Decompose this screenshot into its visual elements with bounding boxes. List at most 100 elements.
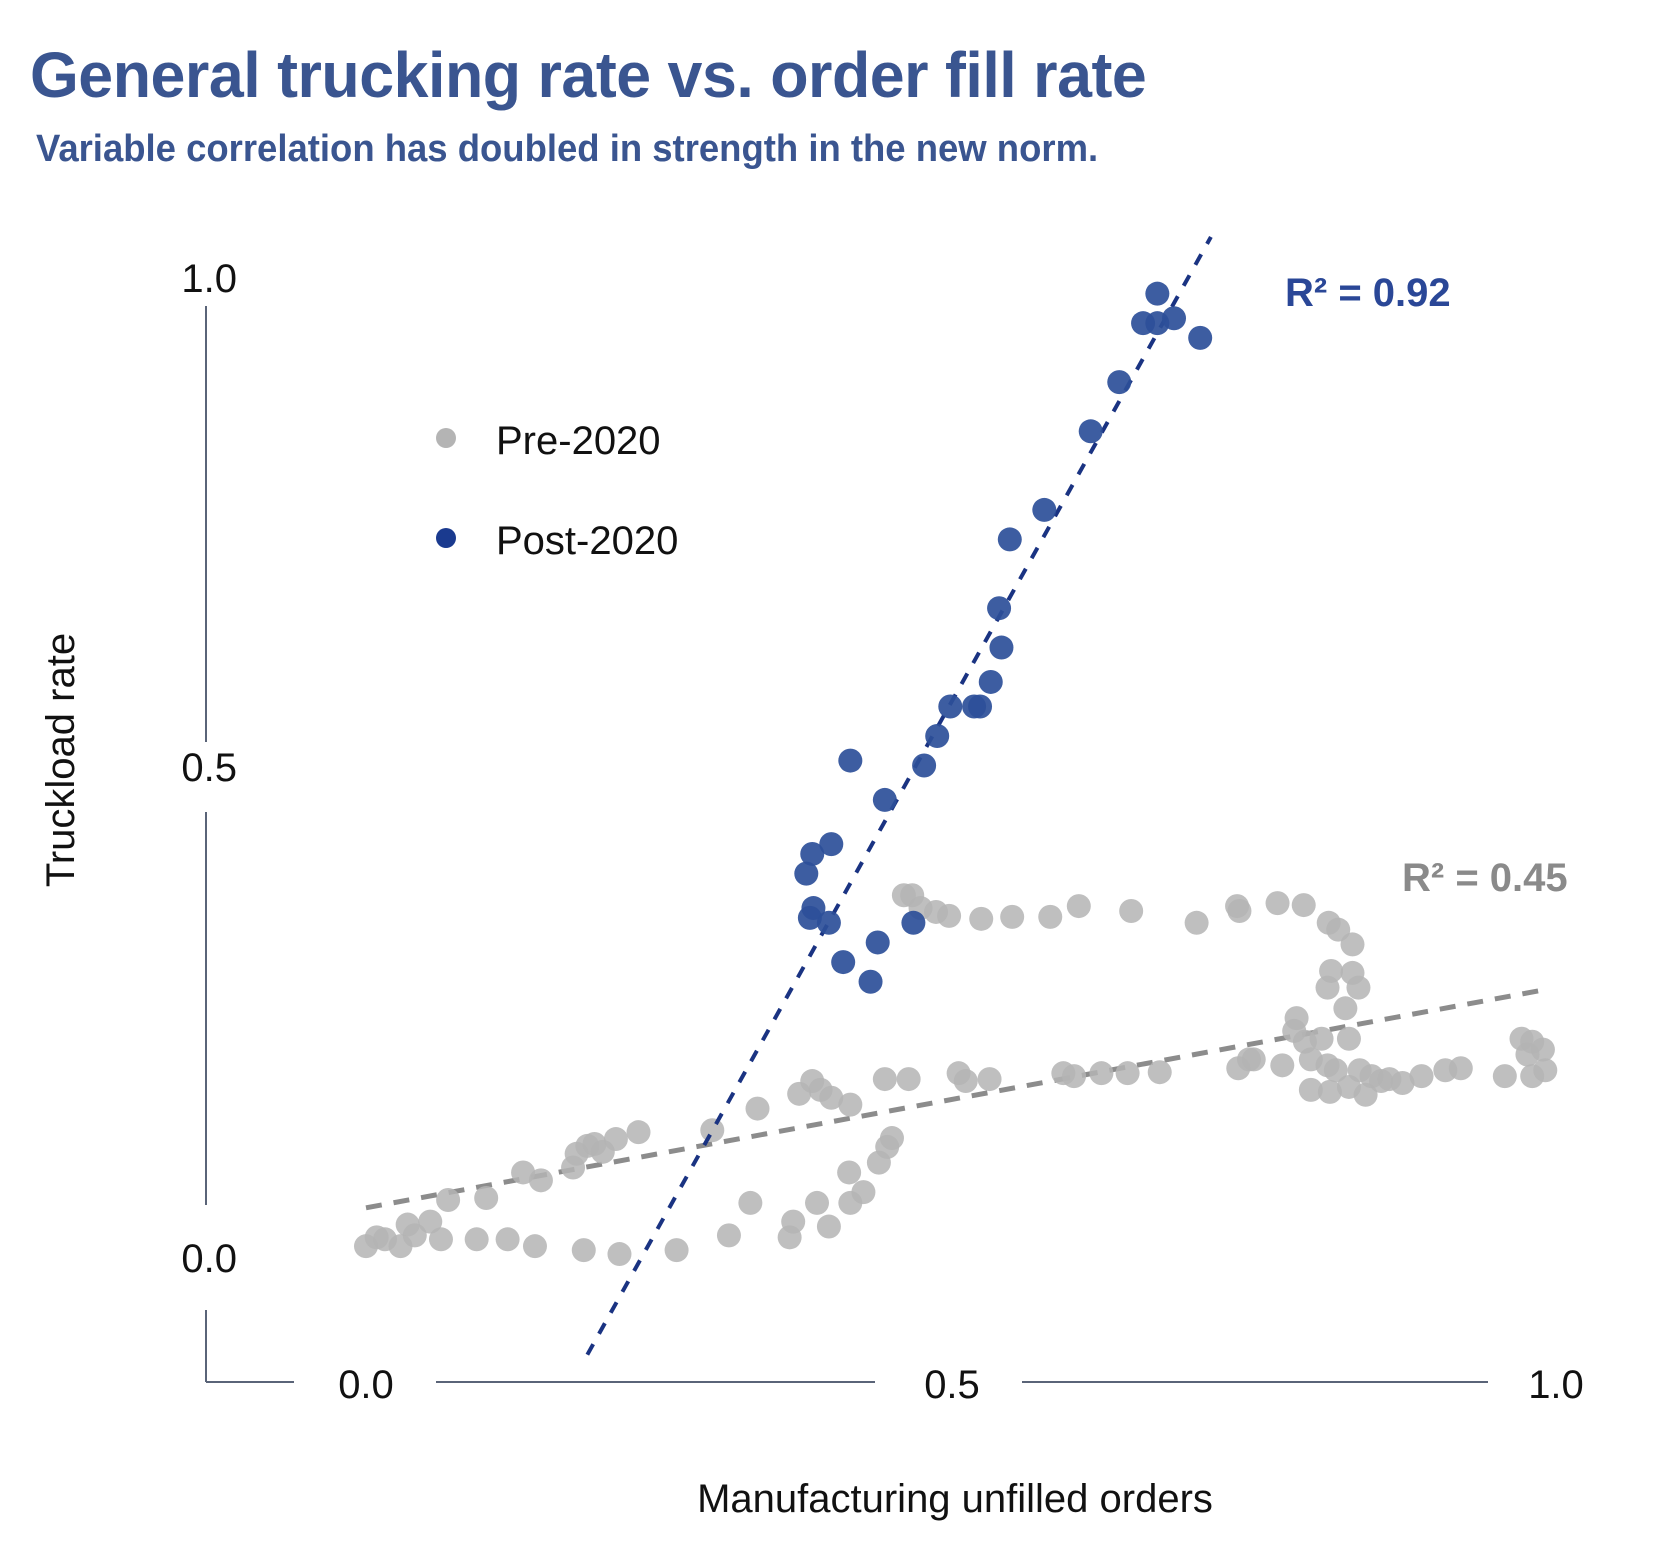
data-point-pre-2020	[1515, 1042, 1540, 1067]
data-point-post-2020	[794, 861, 819, 886]
data-point-pre-2020	[1333, 996, 1358, 1021]
data-point-pre-2020	[474, 1186, 499, 1211]
y-tick-label: 0.0	[181, 1237, 237, 1281]
data-point-post-2020	[831, 950, 856, 975]
y-tick-label: 1.0	[181, 257, 237, 301]
trendline-post-2020	[585, 235, 1213, 1356]
data-point-pre-2020	[607, 1242, 632, 1267]
pre-2020-points	[354, 883, 1558, 1267]
data-point-post-2020	[819, 832, 844, 857]
data-point-pre-2020	[1309, 1026, 1334, 1051]
data-point-pre-2020	[1298, 1077, 1323, 1102]
chart-subtitle: Variable correlation has doubled in stre…	[36, 128, 1099, 170]
data-point-pre-2020	[1336, 1026, 1361, 1051]
data-point-pre-2020	[1315, 975, 1340, 1000]
data-point-post-2020	[989, 635, 1014, 660]
data-point-pre-2020	[1227, 898, 1252, 923]
legend-marker-pre-2020	[436, 428, 456, 448]
data-point-pre-2020	[464, 1227, 489, 1252]
data-point-post-2020	[1145, 281, 1170, 306]
data-point-post-2020	[800, 841, 825, 866]
data-point-pre-2020	[1326, 917, 1351, 942]
data-point-post-2020	[938, 694, 963, 719]
data-point-post-2020	[1032, 497, 1057, 522]
data-point-pre-2020	[1492, 1064, 1517, 1089]
x-axis-label: Manufacturing unfilled orders	[697, 1477, 1213, 1521]
data-point-post-2020	[838, 748, 863, 773]
data-point-pre-2020	[495, 1227, 520, 1252]
data-point-pre-2020	[937, 903, 962, 928]
data-point-pre-2020	[816, 1214, 841, 1239]
data-point-pre-2020	[700, 1118, 725, 1143]
data-point-pre-2020	[1038, 904, 1063, 929]
data-point-pre-2020	[1448, 1056, 1473, 1081]
data-point-pre-2020	[1265, 891, 1290, 916]
data-point-post-2020	[858, 969, 883, 994]
data-point-post-2020	[978, 669, 1003, 694]
y-axis-label: Truckload rate	[39, 633, 83, 887]
data-point-post-2020	[912, 753, 937, 778]
trendline-pre-2020	[365, 988, 1539, 1211]
x-tick-label: 1.0	[1528, 1363, 1584, 1407]
data-point-pre-2020	[1147, 1060, 1172, 1085]
data-point-pre-2020	[805, 1190, 830, 1215]
data-point-post-2020	[1078, 419, 1103, 444]
data-point-pre-2020	[896, 1067, 921, 1092]
legend-label-post-2020: Post-2020	[496, 519, 678, 563]
data-point-pre-2020	[1323, 1058, 1348, 1083]
data-point-pre-2020	[969, 906, 994, 931]
data-point-pre-2020	[977, 1067, 1002, 1092]
data-point-post-2020	[816, 910, 841, 935]
data-point-pre-2020	[851, 1180, 876, 1205]
data-point-pre-2020	[745, 1096, 770, 1121]
data-point-pre-2020	[428, 1227, 453, 1252]
data-point-pre-2020	[664, 1238, 689, 1263]
data-point-post-2020	[1107, 370, 1132, 395]
data-point-pre-2020	[872, 1067, 897, 1092]
data-point-pre-2020	[1377, 1067, 1402, 1092]
data-point-pre-2020	[603, 1127, 628, 1152]
legend: Pre-2020 Post-2020	[436, 419, 678, 563]
data-point-pre-2020	[1119, 898, 1144, 923]
data-point-post-2020	[901, 910, 926, 935]
data-point-pre-2020	[1226, 1056, 1251, 1081]
data-point-pre-2020	[819, 1085, 844, 1110]
data-point-pre-2020	[1066, 894, 1091, 919]
x-axis: 0.0 0.5 1.0	[206, 1363, 1584, 1407]
data-point-post-2020	[1188, 325, 1213, 350]
data-point-pre-2020	[1115, 1061, 1140, 1086]
trendlines	[365, 988, 1539, 1211]
data-point-pre-2020	[1409, 1064, 1434, 1089]
data-point-pre-2020	[879, 1126, 904, 1151]
post-2020-points	[794, 281, 1213, 994]
data-point-pre-2020	[953, 1069, 978, 1094]
data-point-post-2020	[1162, 306, 1187, 331]
data-point-post-2020	[997, 527, 1022, 552]
data-point-post-2020	[925, 724, 950, 749]
data-point-pre-2020	[528, 1168, 553, 1193]
data-point-pre-2020	[1089, 1061, 1114, 1086]
data-point-post-2020	[797, 905, 822, 930]
x-tick-label: 0.0	[338, 1363, 394, 1407]
data-point-pre-2020	[838, 1092, 863, 1117]
r2-annotation-post-2020: R² = 0.92	[1285, 271, 1451, 315]
data-point-post-2020	[968, 694, 993, 719]
legend-label-pre-2020: Pre-2020	[496, 419, 661, 463]
data-point-pre-2020	[1340, 932, 1365, 957]
y-axis: 1.0 0.5 0.0	[181, 257, 237, 1382]
data-point-pre-2020	[716, 1223, 741, 1248]
data-point-pre-2020	[781, 1209, 806, 1234]
data-point-pre-2020	[418, 1209, 443, 1234]
data-point-post-2020	[865, 930, 890, 955]
data-point-pre-2020	[1000, 904, 1025, 929]
data-point-pre-2020	[436, 1187, 461, 1212]
r2-annotation-pre-2020: R² = 0.45	[1402, 856, 1568, 900]
data-point-pre-2020	[837, 1160, 862, 1185]
data-point-pre-2020	[1062, 1064, 1087, 1089]
x-tick-label: 0.5	[924, 1363, 980, 1407]
data-point-pre-2020	[738, 1190, 763, 1215]
data-point-post-2020	[987, 596, 1012, 621]
data-point-pre-2020	[626, 1120, 651, 1145]
data-point-pre-2020	[1270, 1053, 1295, 1078]
